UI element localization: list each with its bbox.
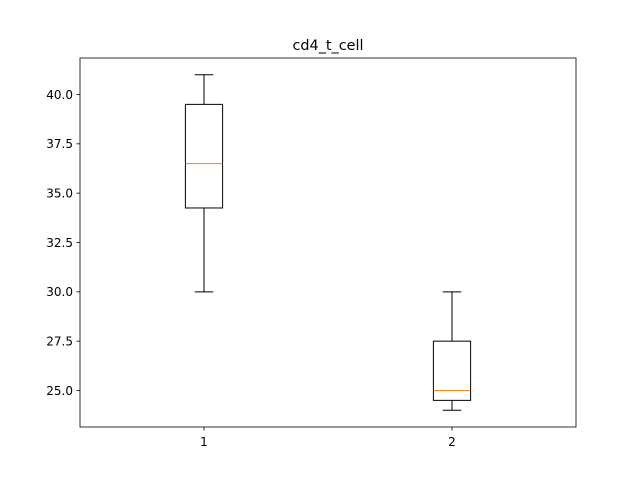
y-tick-label: 32.5 bbox=[46, 236, 73, 250]
box-1-body bbox=[184, 103, 224, 209]
x-tick-label: 2 bbox=[448, 435, 456, 449]
y-tick-label: 35.0 bbox=[46, 186, 73, 200]
box-2-body bbox=[432, 340, 472, 401]
y-tick-label: 37.5 bbox=[46, 137, 73, 151]
plot-area: 25.0 27.5 30.0 32.5 35.0 37.5 40.0 1 2 bbox=[46, 57, 577, 449]
y-tick-label: 40.0 bbox=[46, 88, 73, 102]
y-tick-label: 30.0 bbox=[46, 285, 73, 299]
y-tick-label: 27.5 bbox=[46, 334, 73, 348]
y-tick-label: 25.0 bbox=[46, 384, 73, 398]
chart-title: cd4_t_cell bbox=[293, 38, 364, 54]
x-tick-label: 1 bbox=[200, 435, 208, 449]
